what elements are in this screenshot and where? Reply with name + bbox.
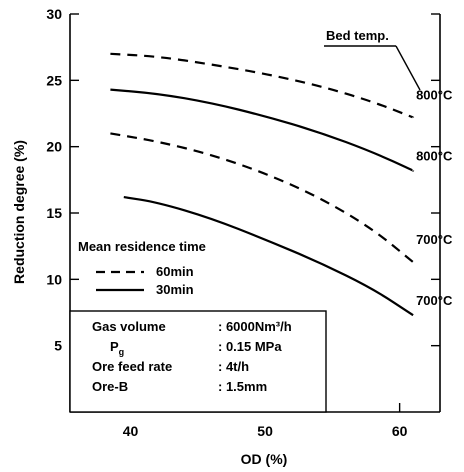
bed-temp-label: Bed temp. <box>326 28 389 43</box>
legend-label-30min: 30min <box>156 282 194 297</box>
y-tick-label-25: 25 <box>46 72 62 88</box>
y-tick-label-30: 30 <box>46 6 62 22</box>
conditions-frame <box>69 310 327 413</box>
y-tick-label-5: 5 <box>54 338 62 354</box>
x-axis-title: OD (%) <box>241 451 288 467</box>
series-label-2: 800°C <box>416 149 453 164</box>
x-tick-label-50: 50 <box>257 423 273 439</box>
y-axis-title: Reduction degree (%) <box>11 140 27 284</box>
legend-title: Mean residence time <box>78 239 206 254</box>
condition-gas-volume-value: : 6000Nm³/h <box>218 319 292 334</box>
x-tick-label-60: 60 <box>392 423 408 439</box>
legend: Mean residence time 60min 30min <box>78 239 206 297</box>
series-line-4 <box>123 196 414 317</box>
condition-gas-volume-label: Gas volume <box>92 319 166 334</box>
x-tick-label-40: 40 <box>123 423 139 439</box>
condition-pressure-label: Pg <box>110 339 124 357</box>
series-line-3 <box>110 132 414 263</box>
condition-pressure-subscript: g <box>119 347 125 357</box>
y-tick-label-20: 20 <box>46 139 62 155</box>
condition-pressure-symbol: P <box>110 339 119 354</box>
bed-temp-leader <box>395 45 421 91</box>
conditions-box: Gas volume : 6000Nm³/h Pg : 0.15 MPa Ore… <box>69 310 327 413</box>
legend-label-60min: 60min <box>156 264 194 279</box>
condition-ore-feed-value: : 4t/h <box>218 359 249 374</box>
series-lines <box>110 52 415 317</box>
condition-ore-feed-label: Ore feed rate <box>92 359 172 374</box>
series-labels: 800°C 800°C 700°C 700°C <box>416 87 453 308</box>
series-label-3: 700°C <box>416 232 453 247</box>
series-line-2 <box>110 88 415 172</box>
y-tick-label-15: 15 <box>46 205 62 221</box>
series-label-1: 800°C <box>416 87 453 102</box>
series-label-4: 700°C <box>416 293 453 308</box>
condition-ore-size-label: Ore-B <box>92 379 128 394</box>
condition-ore-size-value: : 1.5mm <box>218 379 267 394</box>
y-tick-label-10: 10 <box>46 271 62 287</box>
series-line-1 <box>110 52 415 119</box>
condition-pressure-value: : 0.15 MPa <box>218 339 282 354</box>
ticks: 5 10 15 20 25 30 40 50 60 <box>46 6 440 439</box>
